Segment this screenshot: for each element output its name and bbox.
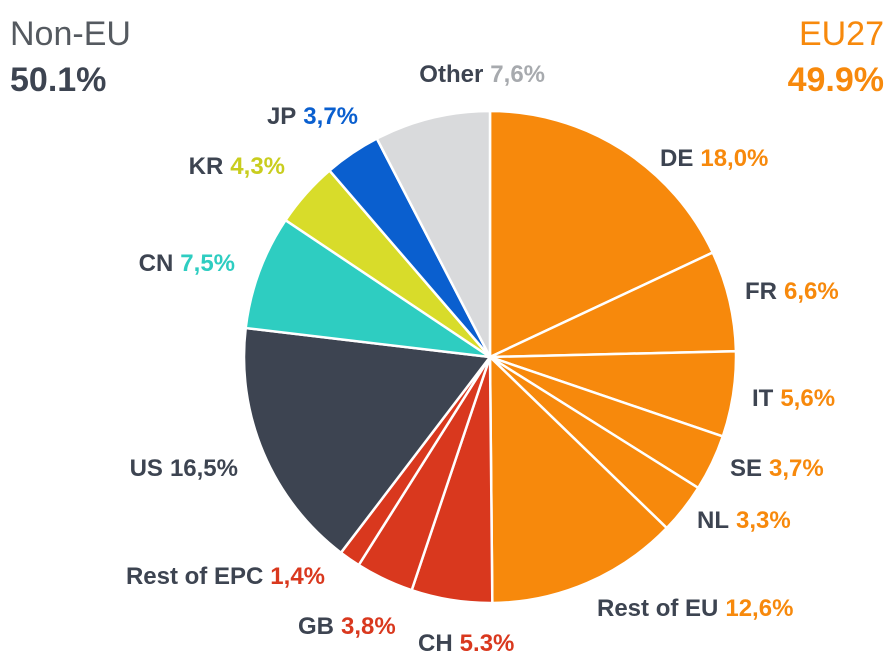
category-name: FR bbox=[745, 278, 777, 305]
slice-label: DE 18,0% bbox=[660, 145, 768, 172]
category-name: DE bbox=[660, 145, 693, 172]
category-name: CH bbox=[418, 630, 453, 657]
value-label: 12,6% bbox=[725, 595, 793, 622]
value-label: 3,8% bbox=[341, 613, 396, 640]
value-label: 6,6% bbox=[784, 278, 839, 305]
value-label: 7,6% bbox=[490, 61, 545, 88]
group-name: EU27 bbox=[799, 15, 884, 53]
category-name: US bbox=[130, 455, 163, 482]
value-label: 18,0% bbox=[700, 145, 768, 172]
slice-label: JP 3,7% bbox=[267, 103, 358, 130]
slice bbox=[242, 326, 493, 555]
category-name: KR bbox=[189, 153, 224, 180]
category-name: CN bbox=[139, 250, 174, 277]
group-label: 49.9% bbox=[788, 61, 884, 99]
category-name: SE bbox=[730, 455, 762, 482]
slice-label: CN 7,5% bbox=[139, 250, 235, 277]
slice bbox=[488, 354, 669, 605]
slice-label: Other 7,6% bbox=[419, 61, 545, 88]
value-label: 16,5% bbox=[170, 455, 238, 482]
slice bbox=[244, 218, 491, 359]
category-name: Other bbox=[419, 61, 483, 88]
value-label: 4,3% bbox=[230, 153, 285, 180]
slice-label: Rest of EPC 1,4% bbox=[126, 563, 325, 590]
slice-label: CH 5.3% bbox=[418, 630, 514, 657]
group-label: 50.1% bbox=[10, 61, 106, 99]
slice-label: FR 6,6% bbox=[745, 278, 839, 305]
value-label: 1,4% bbox=[270, 563, 325, 590]
value-label: 3,7% bbox=[769, 455, 824, 482]
value-label: 7,5% bbox=[180, 250, 235, 277]
slice-label: NL 3,3% bbox=[697, 507, 791, 534]
slice-label: US 16,5% bbox=[130, 455, 238, 482]
category-name: GB bbox=[298, 613, 334, 640]
value-label: 5.3% bbox=[460, 630, 515, 657]
category-name: Rest of EU bbox=[597, 595, 718, 622]
category-name: IT bbox=[752, 385, 774, 412]
category-name: JP bbox=[267, 103, 296, 130]
value-label: 5,6% bbox=[780, 385, 835, 412]
slice bbox=[375, 109, 492, 358]
category-name: Rest of EPC bbox=[126, 563, 263, 590]
value-label: 3,3% bbox=[736, 507, 791, 534]
slice-label: GB 3,8% bbox=[298, 613, 396, 640]
group-name: Non-EU bbox=[10, 15, 131, 53]
slice-label: Rest of EU 12,6% bbox=[597, 595, 793, 622]
slice bbox=[488, 109, 715, 359]
slice-label: KR 4,3% bbox=[189, 153, 285, 180]
value-label: 3,7% bbox=[303, 103, 358, 130]
slice-label: IT 5,6% bbox=[752, 385, 835, 412]
slice-label: SE 3,7% bbox=[730, 455, 824, 482]
category-name: NL bbox=[697, 507, 729, 534]
